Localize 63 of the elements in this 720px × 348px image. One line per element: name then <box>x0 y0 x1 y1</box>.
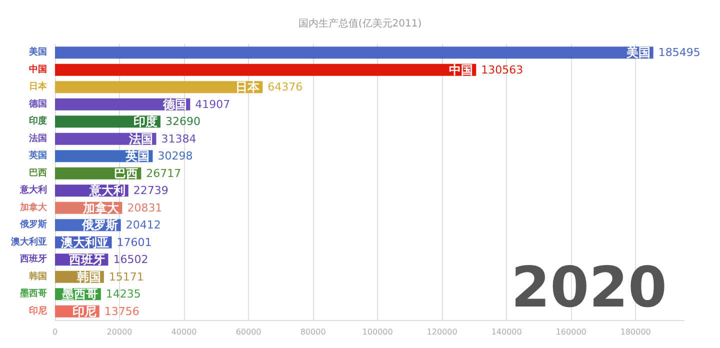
category-label: 法国 <box>129 132 154 146</box>
data-label: 20412 <box>126 218 161 232</box>
x-tick-label: 60000 <box>236 328 262 336</box>
x-tick-label: 160000 <box>556 328 586 336</box>
data-label: 32690 <box>165 115 200 128</box>
category-label: 西班牙 <box>69 252 106 267</box>
category-label: 中国 <box>449 62 474 77</box>
y-tick-label: 英国 <box>28 150 47 162</box>
category-label: 加拿大 <box>83 200 120 215</box>
x-tick-label: 0 <box>52 328 58 336</box>
data-label: 41907 <box>195 98 230 111</box>
chart-title: 国内生产总值(亿美元2011) <box>298 18 422 30</box>
data-label: 20831 <box>127 201 162 214</box>
y-tick-label: 印度 <box>29 116 47 127</box>
data-label: 185495 <box>658 46 700 60</box>
y-tick-label: 俄罗斯 <box>19 219 47 230</box>
category-label: 英国 <box>126 149 150 164</box>
bar <box>55 81 263 94</box>
data-label: 26717 <box>146 166 182 180</box>
y-tick-label: 澳大利亚 <box>10 236 47 248</box>
y-tick-label: 法国 <box>28 132 47 144</box>
data-label: 30298 <box>158 150 193 163</box>
bar <box>55 64 476 76</box>
data-label: 17601 <box>116 236 152 249</box>
data-label: 64376 <box>268 80 303 94</box>
y-tick-label: 韩国 <box>28 270 47 282</box>
x-tick-label: 140000 <box>491 328 522 336</box>
category-label: 澳大利亚 <box>60 235 109 250</box>
data-label: 31384 <box>161 132 196 146</box>
x-tick-label: 180000 <box>620 328 651 336</box>
x-tick-label: 40000 <box>171 328 197 336</box>
x-tick-label: 120000 <box>426 328 458 336</box>
y-tick-label: 加拿大 <box>19 202 48 213</box>
y-tick-label: 墨西哥 <box>19 288 47 300</box>
category-label: 墨西哥 <box>62 287 98 302</box>
y-tick-label: 德国 <box>28 98 47 110</box>
y-tick-label: 西班牙 <box>19 254 47 265</box>
y-tick-label: 美国 <box>28 46 47 58</box>
category-label: 韩国 <box>76 270 101 284</box>
category-label: 日本 <box>236 80 260 94</box>
category-label: 美国 <box>626 46 650 60</box>
data-label: 13756 <box>104 304 140 318</box>
category-label: 德国 <box>163 97 188 112</box>
bar <box>55 46 654 59</box>
category-label: 印尼 <box>72 304 96 318</box>
y-tick-label: 中国 <box>29 64 47 75</box>
data-label: 14235 <box>106 288 141 301</box>
y-tick-label: 印尼 <box>29 305 47 316</box>
x-tick-label: 80000 <box>300 328 326 336</box>
category-label: 意大利 <box>89 184 126 198</box>
data-label: 16502 <box>113 253 148 266</box>
category-label: 印度 <box>133 114 158 129</box>
data-label: 15171 <box>108 270 144 284</box>
x-tick-label: 100000 <box>362 328 393 336</box>
y-tick-label: 日本 <box>29 81 48 92</box>
y-tick-label: 意大利 <box>19 184 47 196</box>
category-label: 俄罗斯 <box>82 218 118 232</box>
data-label: 130563 <box>481 63 524 76</box>
annotation: 2020 <box>511 256 667 320</box>
y-tick-label: 巴西 <box>29 167 47 178</box>
category-label: 巴西 <box>114 166 138 180</box>
data-label: 22739 <box>133 184 168 198</box>
x-tick-label: 20000 <box>106 328 132 336</box>
